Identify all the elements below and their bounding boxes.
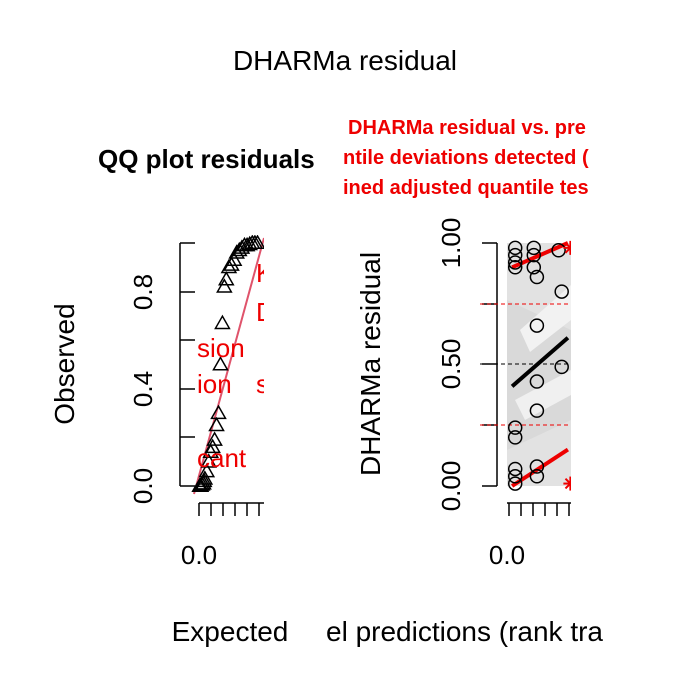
res-point-14	[507, 420, 523, 435]
res-point-17	[507, 469, 523, 484]
res-quantile-fit-1	[510, 336, 570, 388]
qq-point-20	[225, 251, 243, 267]
qq-point-14	[212, 355, 229, 371]
res-point-13	[554, 359, 569, 375]
residual-panel: DHARMa residual vs. pre ntile deviations…	[326, 117, 603, 647]
res-xtick-0: 0.0	[489, 540, 525, 570]
res-ytick-2: 1.00	[436, 218, 466, 269]
res-xlabel: el predictions (rank tra	[326, 616, 603, 647]
res-ytick-1: 0.50	[436, 339, 466, 390]
res-point-11	[529, 374, 545, 389]
qq-point-18	[220, 258, 238, 274]
res-title-line-2: ntile deviations detected (	[343, 147, 589, 169]
res-band-light-1	[520, 285, 571, 352]
qq-annot-5: K	[256, 258, 274, 288]
qq-ytick-2: 0.8	[128, 274, 158, 310]
qq-point-21	[228, 244, 245, 259]
res-band-light-2	[515, 370, 571, 420]
res-point-0	[507, 240, 523, 256]
res-point-16	[507, 461, 523, 477]
qq-annot-3: s	[256, 369, 269, 399]
res-point-2	[507, 255, 523, 270]
qq-annot-2: cant	[197, 443, 247, 473]
res-point-8	[551, 243, 566, 258]
res-ytick-0: 0.00	[436, 461, 466, 512]
qq-point-13	[210, 404, 227, 420]
qq-point-8	[200, 453, 218, 468]
figure-title: DHARMa residual	[233, 45, 457, 76]
qq-point-10	[204, 438, 221, 454]
qq-annot-4: D	[256, 297, 275, 327]
qq-title: QQ plot residuals	[98, 144, 315, 174]
qq-ytick-1: 0.4	[128, 371, 158, 407]
res-points	[507, 240, 569, 491]
res-point-12	[529, 403, 545, 418]
res-point-4	[526, 240, 542, 256]
res-point-6	[526, 260, 542, 275]
res-point-7	[529, 269, 545, 285]
res-quantile-band	[507, 410, 571, 486]
res-point-19	[529, 459, 545, 474]
res-y-axis: 0.00 0.50 1.00	[436, 218, 498, 512]
res-point-18	[507, 476, 523, 491]
res-point-15	[507, 430, 523, 445]
qq-ytick-0: 0.0	[128, 468, 158, 504]
qq-x-axis: 0.0	[181, 502, 264, 570]
res-point-20	[529, 469, 545, 484]
res-outliers	[563, 240, 571, 491]
qq-point-12	[208, 416, 225, 432]
qq-annot-1: ion	[197, 369, 232, 399]
res-outlier-1	[563, 476, 571, 491]
qq-annot-0: sion	[197, 333, 245, 363]
qq-panel: QQ plot residuals 0.0 0.4 0.8 Observed 0…	[49, 140, 360, 647]
qq-title-mask	[340, 140, 360, 180]
qq-ylabel: Observed	[49, 303, 80, 424]
qq-point-11	[206, 431, 223, 446]
res-point-3	[507, 260, 523, 275]
qq-xtick-0: 0.0	[181, 540, 217, 570]
res-title-line-3: ined adjusted quantile tes	[343, 177, 589, 199]
qq-point-6	[196, 470, 214, 485]
res-title-line-1: DHARMa residual vs. pre	[348, 117, 586, 139]
qq-points	[191, 235, 264, 492]
qq-point-17	[218, 270, 235, 286]
res-point-5	[526, 247, 542, 263]
qq-y-axis: 0.0 0.4 0.8	[128, 242, 195, 504]
res-outlier-0	[563, 240, 571, 255]
res-point-9	[554, 284, 569, 299]
qq-xlabel: Expected	[172, 616, 289, 647]
qq-point-29	[249, 235, 264, 249]
res-point-1	[507, 247, 523, 263]
res-ylabel: DHARMa residual	[355, 252, 386, 476]
res-point-10	[529, 318, 545, 333]
qq-point-15	[214, 314, 231, 330]
res-x-axis: 0.0	[489, 502, 571, 570]
qq-point-16	[216, 278, 233, 293]
qq-point-7	[198, 462, 216, 478]
